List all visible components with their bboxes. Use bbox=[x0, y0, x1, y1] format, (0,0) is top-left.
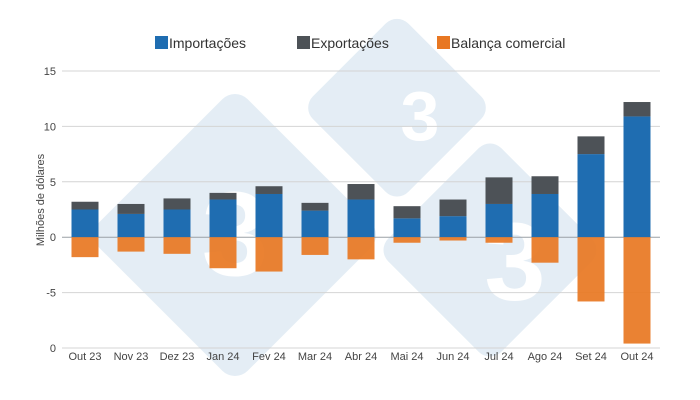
y-tick-label: 5 bbox=[50, 177, 56, 189]
y-tick-label: 10 bbox=[44, 121, 56, 133]
legend-swatch bbox=[437, 36, 450, 49]
legend-swatch bbox=[297, 36, 310, 49]
x-tick-label: Fev 24 bbox=[252, 351, 286, 363]
bar-importacoes[interactable] bbox=[301, 210, 329, 238]
bar-balanca-comercial[interactable] bbox=[209, 237, 237, 269]
bar-balanca-comercial[interactable] bbox=[623, 237, 651, 344]
x-tick-label: Abr 24 bbox=[345, 351, 377, 363]
x-tick-label: Jul 24 bbox=[484, 351, 513, 363]
bar-exportacoes[interactable] bbox=[209, 192, 237, 200]
bar-balanca-comercial[interactable] bbox=[393, 237, 421, 243]
bar-balanca-comercial[interactable] bbox=[163, 237, 191, 254]
bar-importacoes[interactable] bbox=[577, 154, 605, 238]
x-tick-label: Mar 24 bbox=[298, 351, 332, 363]
y-axis-label: Milhões de dólares bbox=[35, 153, 47, 246]
bar-importacoes[interactable] bbox=[439, 216, 467, 238]
legend-item[interactable]: Importações bbox=[155, 35, 246, 51]
legend-label: Exportações bbox=[311, 35, 389, 51]
bar-exportacoes[interactable] bbox=[439, 199, 467, 217]
bar-importacoes[interactable] bbox=[209, 199, 237, 238]
bar-exportacoes[interactable] bbox=[301, 202, 329, 211]
legend-swatch bbox=[155, 36, 168, 49]
bar-importacoes[interactable] bbox=[255, 193, 283, 238]
bar-exportacoes[interactable] bbox=[255, 186, 283, 194]
x-tick-label: Out 23 bbox=[68, 351, 101, 363]
bar-exportacoes[interactable] bbox=[531, 176, 559, 194]
bar-exportacoes[interactable] bbox=[485, 177, 513, 204]
bar-exportacoes[interactable] bbox=[347, 184, 375, 200]
x-tick-label: Set 24 bbox=[575, 351, 607, 363]
bar-balanca-comercial[interactable] bbox=[577, 237, 605, 302]
legend-item[interactable]: Exportações bbox=[297, 35, 389, 51]
bar-exportacoes[interactable] bbox=[577, 136, 605, 155]
bar-balanca-comercial[interactable] bbox=[531, 237, 559, 263]
bar-balanca-comercial[interactable] bbox=[347, 237, 375, 260]
y-tick-label: 0 bbox=[50, 343, 56, 355]
bar-exportacoes[interactable] bbox=[117, 203, 145, 214]
bar-balanca-comercial[interactable] bbox=[71, 237, 99, 258]
bar-importacoes[interactable] bbox=[623, 116, 651, 238]
bar-importacoes[interactable] bbox=[485, 203, 513, 238]
bar-importacoes[interactable] bbox=[163, 209, 191, 238]
bar-importacoes[interactable] bbox=[531, 193, 559, 238]
bar-importacoes[interactable] bbox=[71, 209, 99, 238]
legend-label: Importações bbox=[169, 35, 246, 51]
x-tick-label: Ago 24 bbox=[528, 351, 563, 363]
x-tick-label: Out 24 bbox=[620, 351, 653, 363]
bar-exportacoes[interactable] bbox=[623, 102, 651, 117]
x-tick-label: Jun 24 bbox=[436, 351, 469, 363]
x-tick-label: Dez 23 bbox=[160, 351, 195, 363]
bar-balanca-comercial[interactable] bbox=[439, 237, 467, 241]
y-tick-label: 15 bbox=[44, 66, 56, 78]
bar-balanca-comercial[interactable] bbox=[485, 237, 513, 243]
bar-balanca-comercial[interactable] bbox=[301, 237, 329, 255]
bar-importacoes[interactable] bbox=[117, 213, 145, 238]
y-tick-label: 0 bbox=[50, 232, 56, 244]
legend-label: Balança comercial bbox=[451, 35, 565, 51]
bar-exportacoes[interactable] bbox=[71, 201, 99, 210]
x-tick-label: Nov 23 bbox=[114, 351, 149, 363]
y-tick-label: -5 bbox=[46, 288, 56, 300]
svg-text:3: 3 bbox=[401, 77, 440, 155]
bar-balanca-comercial[interactable] bbox=[117, 237, 145, 252]
x-tick-label: Jan 24 bbox=[206, 351, 239, 363]
watermark-logo: 3 3 3 bbox=[93, 18, 597, 377]
legend-item[interactable]: Balança comercial bbox=[437, 35, 565, 51]
x-tick-label: Mai 24 bbox=[390, 351, 423, 363]
bar-importacoes[interactable] bbox=[393, 218, 421, 238]
bar-balanca-comercial[interactable] bbox=[255, 237, 283, 272]
bar-importacoes[interactable] bbox=[347, 199, 375, 238]
bar-exportacoes[interactable] bbox=[163, 198, 191, 210]
bar-exportacoes[interactable] bbox=[393, 206, 421, 219]
